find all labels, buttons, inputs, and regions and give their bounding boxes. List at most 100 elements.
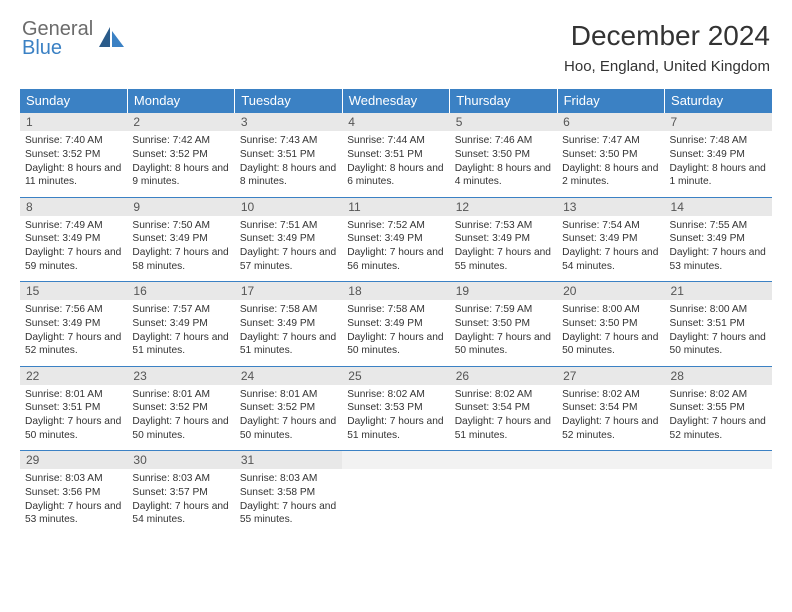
sunrise-text: Sunrise: 7:40 AM [25,134,122,148]
daylight-text: Daylight: 7 hours and 51 minutes. [347,415,444,443]
sunset-text: Sunset: 3:49 PM [347,232,444,246]
daylight-text: Daylight: 7 hours and 58 minutes. [132,246,229,274]
sunrise-text: Sunrise: 7:46 AM [455,134,552,148]
sunset-text: Sunset: 3:50 PM [455,317,552,331]
daylight-text: Daylight: 7 hours and 50 minutes. [25,415,122,443]
sunrise-text: Sunrise: 7:56 AM [25,303,122,317]
day-content-cell: Sunrise: 7:50 AMSunset: 3:49 PMDaylight:… [127,216,234,282]
daylight-text: Daylight: 7 hours and 53 minutes. [25,500,122,528]
day-number-cell: 2 [127,113,234,132]
sunrise-text: Sunrise: 7:51 AM [240,219,337,233]
sunrise-text: Sunrise: 7:43 AM [240,134,337,148]
day-content-cell: Sunrise: 8:01 AMSunset: 3:52 PMDaylight:… [235,385,342,451]
day-number-cell: 27 [557,366,664,385]
daylight-text: Daylight: 8 hours and 9 minutes. [132,162,229,190]
sunset-text: Sunset: 3:49 PM [670,148,767,162]
sunrise-text: Sunrise: 7:54 AM [562,219,659,233]
day-content-cell: Sunrise: 7:42 AMSunset: 3:52 PMDaylight:… [127,131,234,197]
sunset-text: Sunset: 3:51 PM [240,148,337,162]
sunset-text: Sunset: 3:50 PM [562,148,659,162]
day-number-cell: 5 [450,113,557,132]
logo-text: General Blue [22,20,93,58]
day-content-cell: Sunrise: 7:58 AMSunset: 3:49 PMDaylight:… [235,300,342,366]
day-content-cell: Sunrise: 8:03 AMSunset: 3:56 PMDaylight:… [20,469,127,535]
logo: General Blue [22,20,125,58]
day-number-cell: 22 [20,366,127,385]
day-content-cell [342,469,449,535]
daylight-text: Daylight: 7 hours and 54 minutes. [132,500,229,528]
sunrise-text: Sunrise: 8:02 AM [347,388,444,402]
sunset-text: Sunset: 3:52 PM [25,148,122,162]
sunset-text: Sunset: 3:54 PM [455,401,552,415]
sunset-text: Sunset: 3:51 PM [25,401,122,415]
day-number-cell: 6 [557,113,664,132]
day-number-cell: 19 [450,282,557,301]
sunset-text: Sunset: 3:56 PM [25,486,122,500]
sunrise-text: Sunrise: 8:03 AM [132,472,229,486]
daylight-text: Daylight: 7 hours and 51 minutes. [455,415,552,443]
sunrise-text: Sunrise: 8:02 AM [455,388,552,402]
sunrise-text: Sunrise: 8:01 AM [25,388,122,402]
day-number-row: 15161718192021 [20,282,772,301]
day-number-cell: 26 [450,366,557,385]
daylight-text: Daylight: 7 hours and 52 minutes. [670,415,767,443]
daylight-text: Daylight: 7 hours and 52 minutes. [25,331,122,359]
day-number-cell: 15 [20,282,127,301]
sunrise-text: Sunrise: 7:48 AM [670,134,767,148]
day-number-row: 1234567 [20,113,772,132]
day-number-cell: 10 [235,197,342,216]
day-number-cell: 8 [20,197,127,216]
daylight-text: Daylight: 7 hours and 50 minutes. [455,331,552,359]
calendar-table: SundayMondayTuesdayWednesdayThursdayFrid… [20,89,772,535]
header: General Blue December 2024 Hoo, England,… [0,0,792,81]
day-content-cell: Sunrise: 7:54 AMSunset: 3:49 PMDaylight:… [557,216,664,282]
title-block: December 2024 Hoo, England, United Kingd… [564,20,770,75]
sunset-text: Sunset: 3:49 PM [347,317,444,331]
day-content-cell: Sunrise: 8:03 AMSunset: 3:57 PMDaylight:… [127,469,234,535]
daylight-text: Daylight: 8 hours and 4 minutes. [455,162,552,190]
day-number-cell: 28 [665,366,772,385]
sunset-text: Sunset: 3:50 PM [455,148,552,162]
day-number-cell: 7 [665,113,772,132]
daylight-text: Daylight: 7 hours and 51 minutes. [240,331,337,359]
day-number-cell: 3 [235,113,342,132]
day-content-cell: Sunrise: 8:03 AMSunset: 3:58 PMDaylight:… [235,469,342,535]
sunrise-text: Sunrise: 8:01 AM [132,388,229,402]
daylight-text: Daylight: 7 hours and 57 minutes. [240,246,337,274]
day-content-cell: Sunrise: 7:59 AMSunset: 3:50 PMDaylight:… [450,300,557,366]
daylight-text: Daylight: 7 hours and 51 minutes. [132,331,229,359]
weekday-header: Sunday [20,89,127,113]
sunset-text: Sunset: 3:50 PM [562,317,659,331]
day-content-cell: Sunrise: 7:58 AMSunset: 3:49 PMDaylight:… [342,300,449,366]
daylight-text: Daylight: 7 hours and 50 minutes. [670,331,767,359]
daylight-text: Daylight: 8 hours and 2 minutes. [562,162,659,190]
day-content-cell [557,469,664,535]
day-content-cell: Sunrise: 8:02 AMSunset: 3:55 PMDaylight:… [665,385,772,451]
daylight-text: Daylight: 7 hours and 55 minutes. [455,246,552,274]
sunset-text: Sunset: 3:55 PM [670,401,767,415]
day-number-cell: 13 [557,197,664,216]
sunrise-text: Sunrise: 7:50 AM [132,219,229,233]
day-number-cell: 25 [342,366,449,385]
day-number-cell: 21 [665,282,772,301]
day-number-cell: 31 [235,451,342,470]
sunrise-text: Sunrise: 7:59 AM [455,303,552,317]
sunset-text: Sunset: 3:52 PM [132,148,229,162]
daylight-text: Daylight: 8 hours and 8 minutes. [240,162,337,190]
daylight-text: Daylight: 7 hours and 50 minutes. [347,331,444,359]
sunrise-text: Sunrise: 7:42 AM [132,134,229,148]
day-number-row: 22232425262728 [20,366,772,385]
daylight-text: Daylight: 7 hours and 50 minutes. [240,415,337,443]
day-number-cell: 18 [342,282,449,301]
day-content-row: Sunrise: 7:56 AMSunset: 3:49 PMDaylight:… [20,300,772,366]
daylight-text: Daylight: 7 hours and 50 minutes. [562,331,659,359]
page-title: December 2024 [564,20,770,52]
sunrise-text: Sunrise: 7:57 AM [132,303,229,317]
day-content-cell: Sunrise: 7:49 AMSunset: 3:49 PMDaylight:… [20,216,127,282]
sunrise-text: Sunrise: 8:00 AM [562,303,659,317]
day-content-row: Sunrise: 7:40 AMSunset: 3:52 PMDaylight:… [20,131,772,197]
day-content-cell: Sunrise: 8:01 AMSunset: 3:52 PMDaylight:… [127,385,234,451]
daylight-text: Daylight: 7 hours and 54 minutes. [562,246,659,274]
sunrise-text: Sunrise: 8:02 AM [670,388,767,402]
day-number-cell: 11 [342,197,449,216]
